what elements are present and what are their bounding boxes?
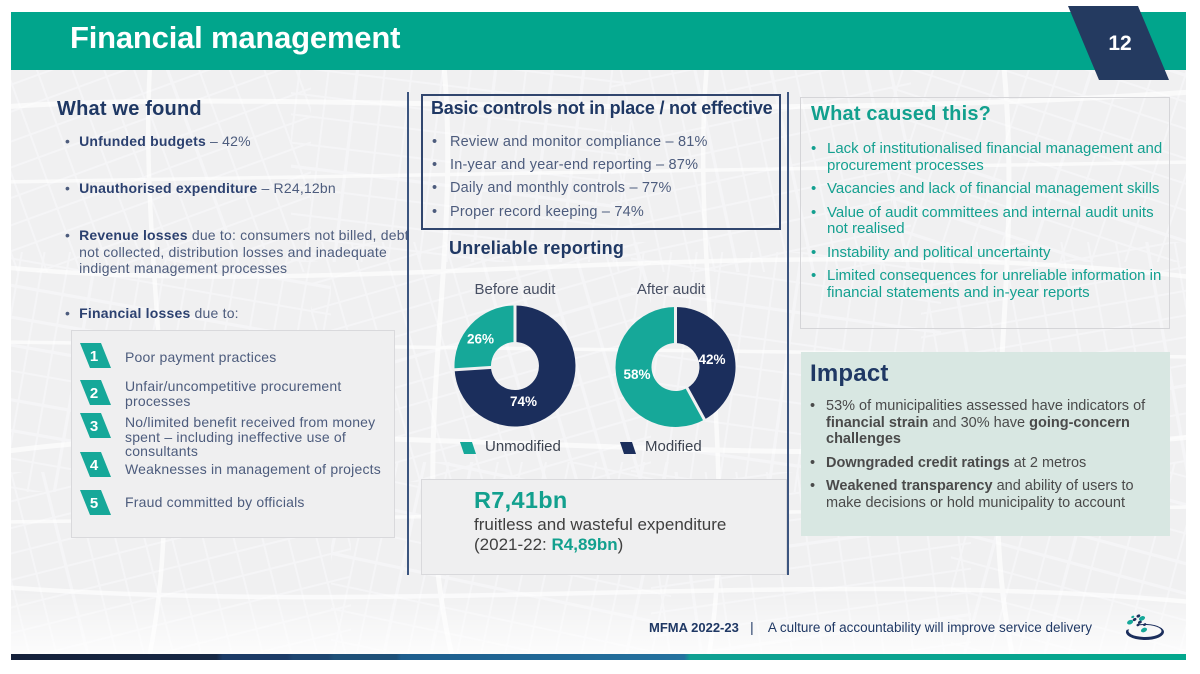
svg-text:1: 1 [90,348,98,365]
svg-text:4: 4 [90,457,99,474]
svg-text:58%: 58% [623,367,650,382]
svg-text:42%: 42% [698,352,725,367]
svg-text:26%: 26% [467,332,494,347]
svg-text:2: 2 [90,385,98,402]
svg-text:74%: 74% [510,394,537,409]
svg-text:5: 5 [90,495,98,512]
svg-text:3: 3 [90,418,98,435]
